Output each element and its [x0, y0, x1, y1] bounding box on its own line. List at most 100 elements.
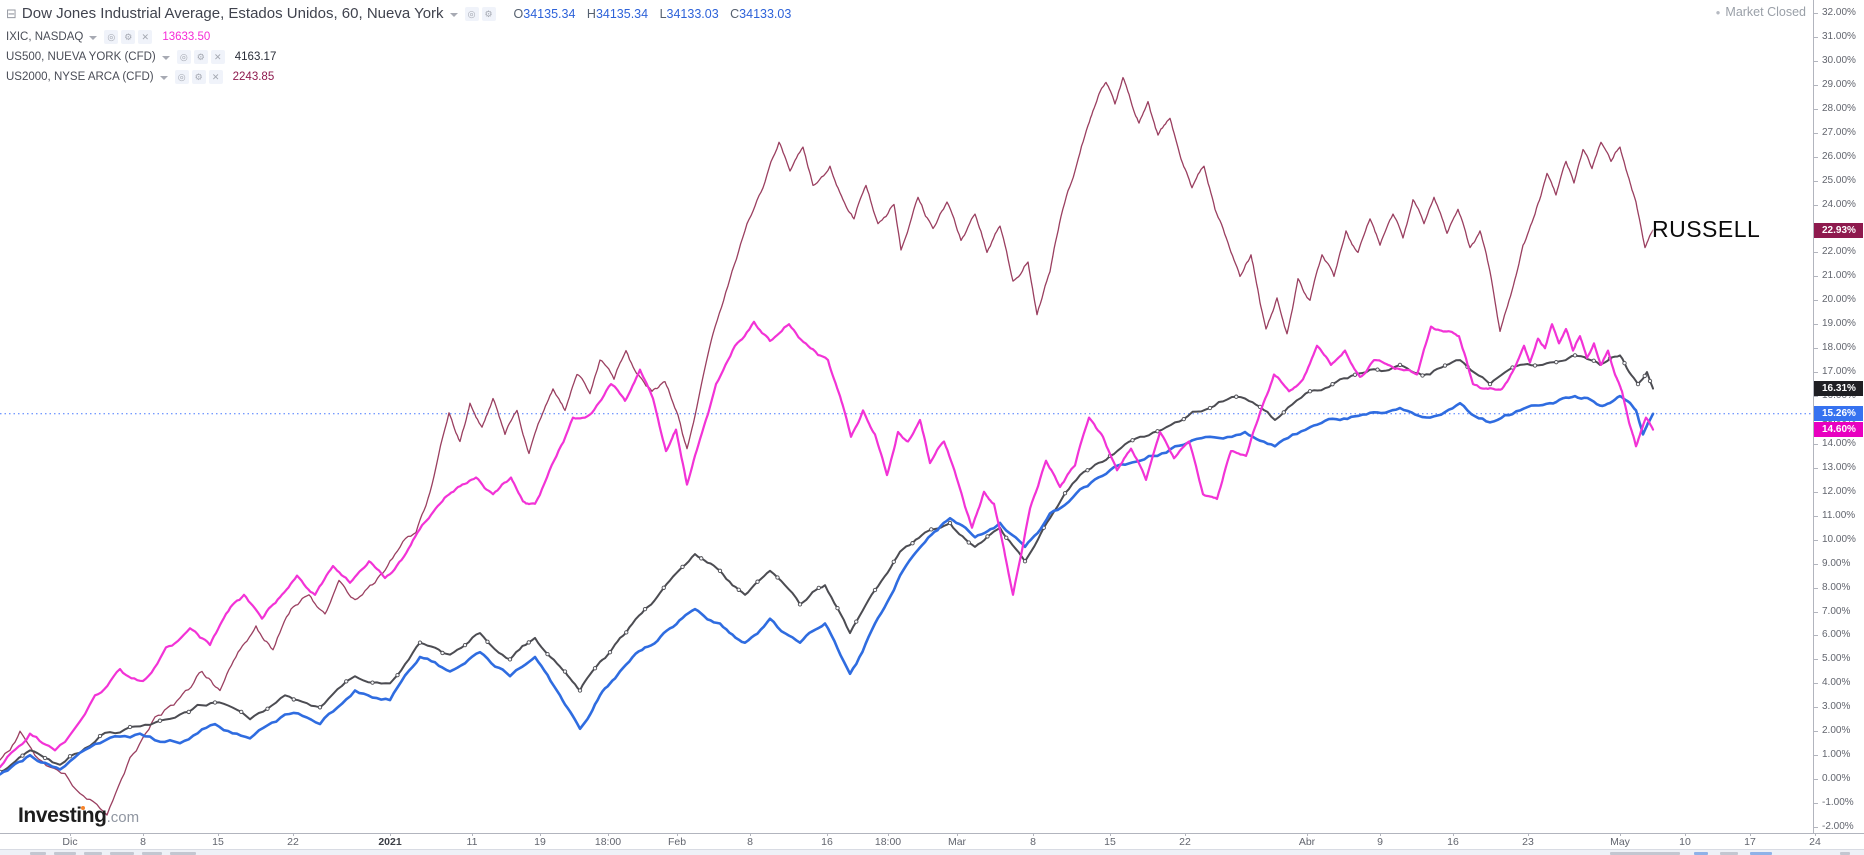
- last-price-badge: 15.26%: [1814, 406, 1863, 422]
- eye-icon[interactable]: ◎: [174, 69, 189, 84]
- close-value: 34133.03: [739, 6, 792, 21]
- x-axis-label: 15: [188, 833, 248, 848]
- y-axis-label: 21.00%: [1814, 270, 1864, 282]
- y-axis-label: 0.00%: [1814, 773, 1864, 785]
- investing-logo: Investing .com: [18, 804, 139, 828]
- interval-button[interactable]: [170, 852, 196, 855]
- price-chart-plot[interactable]: RUSSELL Investing .com: [0, 0, 1813, 833]
- y-axis-label: 14.00%: [1814, 438, 1864, 450]
- x-axis-label: 24: [1785, 833, 1845, 848]
- x-axis-label: 16: [1423, 833, 1483, 848]
- y-axis-label: 32.00%: [1814, 7, 1864, 19]
- compare-symbol-value: 2243.85: [232, 70, 275, 83]
- y-axis-label: 12.00%: [1814, 486, 1864, 498]
- footer-toolbar[interactable]: [0, 849, 1864, 855]
- percent-scale-button[interactable]: [1694, 852, 1708, 855]
- close-label: C: [730, 6, 740, 21]
- chevron-down-icon[interactable]: [159, 75, 168, 80]
- x-axis-label: 16: [797, 833, 857, 848]
- y-axis-label: 5.00%: [1814, 653, 1864, 665]
- price-scale[interactable]: 32.00% 31.00% 30.00% 29.00% 28.00% 27.00% 26.0…: [1813, 0, 1864, 833]
- main-symbol-row: ⊟ Dow Jones Industrial Average, Estados …: [6, 3, 791, 24]
- market-status-label: Market Closed: [1725, 5, 1806, 19]
- y-axis-label: 18.00%: [1814, 342, 1864, 354]
- low-value: 34133.03: [666, 6, 719, 21]
- y-axis-label: -1.00%: [1814, 797, 1864, 809]
- eye-icon[interactable]: ◎: [176, 49, 191, 64]
- gear-icon[interactable]: ⚙: [121, 29, 136, 44]
- gear-icon[interactable]: ⚙: [193, 49, 208, 64]
- last-price-badge: 14.60%: [1814, 422, 1863, 438]
- y-axis-label: 11.00%: [1814, 510, 1864, 522]
- orange-dot-icon: [80, 805, 85, 810]
- gear-icon[interactable]: ⚙: [191, 69, 206, 84]
- compare-symbol-name[interactable]: US2000, NYSE ARCA (CFD): [6, 70, 154, 83]
- x-axis-label: 19: [510, 833, 570, 848]
- legend-panel: ⊟ Dow Jones Industrial Average, Estados …: [6, 3, 791, 87]
- main-symbol-title[interactable]: Dow Jones Industrial Average, Estados Un…: [21, 5, 444, 22]
- x-axis-label: 17: [1720, 833, 1780, 848]
- open-value: 34135.34: [523, 6, 576, 21]
- x-axis-label: 18:00: [578, 833, 638, 848]
- settings-shortcut-icon[interactable]: [1840, 852, 1850, 855]
- x-axis-label: 15: [1080, 833, 1140, 848]
- x-axis-label: Dic: [40, 833, 100, 848]
- chevron-down-icon[interactable]: [89, 35, 98, 40]
- compare-row-us2000: US2000, NYSE ARCA (CFD) ◎ ⚙ ✕ 2243.85: [6, 67, 791, 86]
- y-axis-label: 9.00%: [1814, 558, 1864, 570]
- high-value: 34135.34: [595, 6, 649, 21]
- close-icon[interactable]: ✕: [208, 69, 223, 84]
- legend-collapse-icon[interactable]: ⊟: [6, 6, 17, 21]
- y-axis-label: 4.00%: [1814, 677, 1864, 689]
- compare-symbol-value: 4163.17: [234, 50, 277, 63]
- y-axis-label: 2.00%: [1814, 725, 1864, 737]
- x-axis-label: 8: [720, 833, 780, 848]
- interval-button[interactable]: [30, 852, 46, 855]
- status-dot-icon: ●: [1715, 7, 1721, 17]
- y-axis-label: 19.00%: [1814, 318, 1864, 330]
- x-axis-label: 2021: [360, 833, 420, 848]
- log-scale-button[interactable]: [1720, 852, 1738, 855]
- chevron-down-icon[interactable]: [449, 12, 458, 17]
- last-price-badge: 16.31%: [1814, 381, 1863, 397]
- y-axis-label: 26.00%: [1814, 151, 1864, 163]
- eye-icon[interactable]: ◎: [464, 6, 479, 21]
- close-icon[interactable]: ✕: [138, 29, 153, 44]
- high-label: H: [586, 6, 596, 21]
- interval-button[interactable]: [110, 852, 134, 855]
- price-series-canvas: [0, 76, 1813, 816]
- y-axis-label: 31.00%: [1814, 31, 1864, 43]
- x-axis-label: Feb: [647, 833, 707, 848]
- eye-icon[interactable]: ◎: [104, 29, 119, 44]
- y-axis-label: 7.00%: [1814, 606, 1864, 618]
- x-axis-label: May: [1590, 833, 1650, 848]
- y-axis-label: 3.00%: [1814, 701, 1864, 713]
- x-axis-label: 8: [1003, 833, 1063, 848]
- gear-icon[interactable]: ⚙: [481, 6, 496, 21]
- last-price-badge: 22.93%: [1814, 222, 1863, 238]
- compare-symbol-value: 13633.50: [162, 30, 211, 43]
- low-label: L: [659, 6, 667, 21]
- time-scale[interactable]: Dic 8 15 22 2021 11 19 18:00 Feb 8 16 18:00 Mar 8 15 22…: [0, 833, 1864, 849]
- y-axis-label: 27.00%: [1814, 127, 1864, 139]
- compare-symbol-name[interactable]: US500, NUEVA YORK (CFD): [6, 50, 156, 63]
- interval-button[interactable]: [142, 852, 162, 855]
- y-axis-label: 30.00%: [1814, 55, 1864, 67]
- close-icon[interactable]: ✕: [210, 49, 225, 64]
- interval-button[interactable]: [54, 852, 76, 855]
- market-status: ● Market Closed: [1716, 5, 1806, 19]
- russell-annotation[interactable]: RUSSELL: [1652, 216, 1761, 242]
- open-label: O: [513, 6, 524, 21]
- compare-symbol-name[interactable]: IXIC, NASDAQ: [6, 30, 84, 43]
- y-axis-label: 10.00%: [1814, 534, 1864, 546]
- interval-button[interactable]: [84, 852, 102, 855]
- x-axis-label: 11: [442, 833, 502, 848]
- auto-scale-button[interactable]: [1750, 852, 1772, 855]
- x-axis-label: 22: [263, 833, 323, 848]
- y-axis-label: 29.00%: [1814, 79, 1864, 91]
- chevron-down-icon[interactable]: [161, 55, 170, 60]
- y-axis-label: 8.00%: [1814, 582, 1864, 594]
- y-axis-label: 13.00%: [1814, 462, 1864, 474]
- y-axis-label: 17.00%: [1814, 366, 1864, 378]
